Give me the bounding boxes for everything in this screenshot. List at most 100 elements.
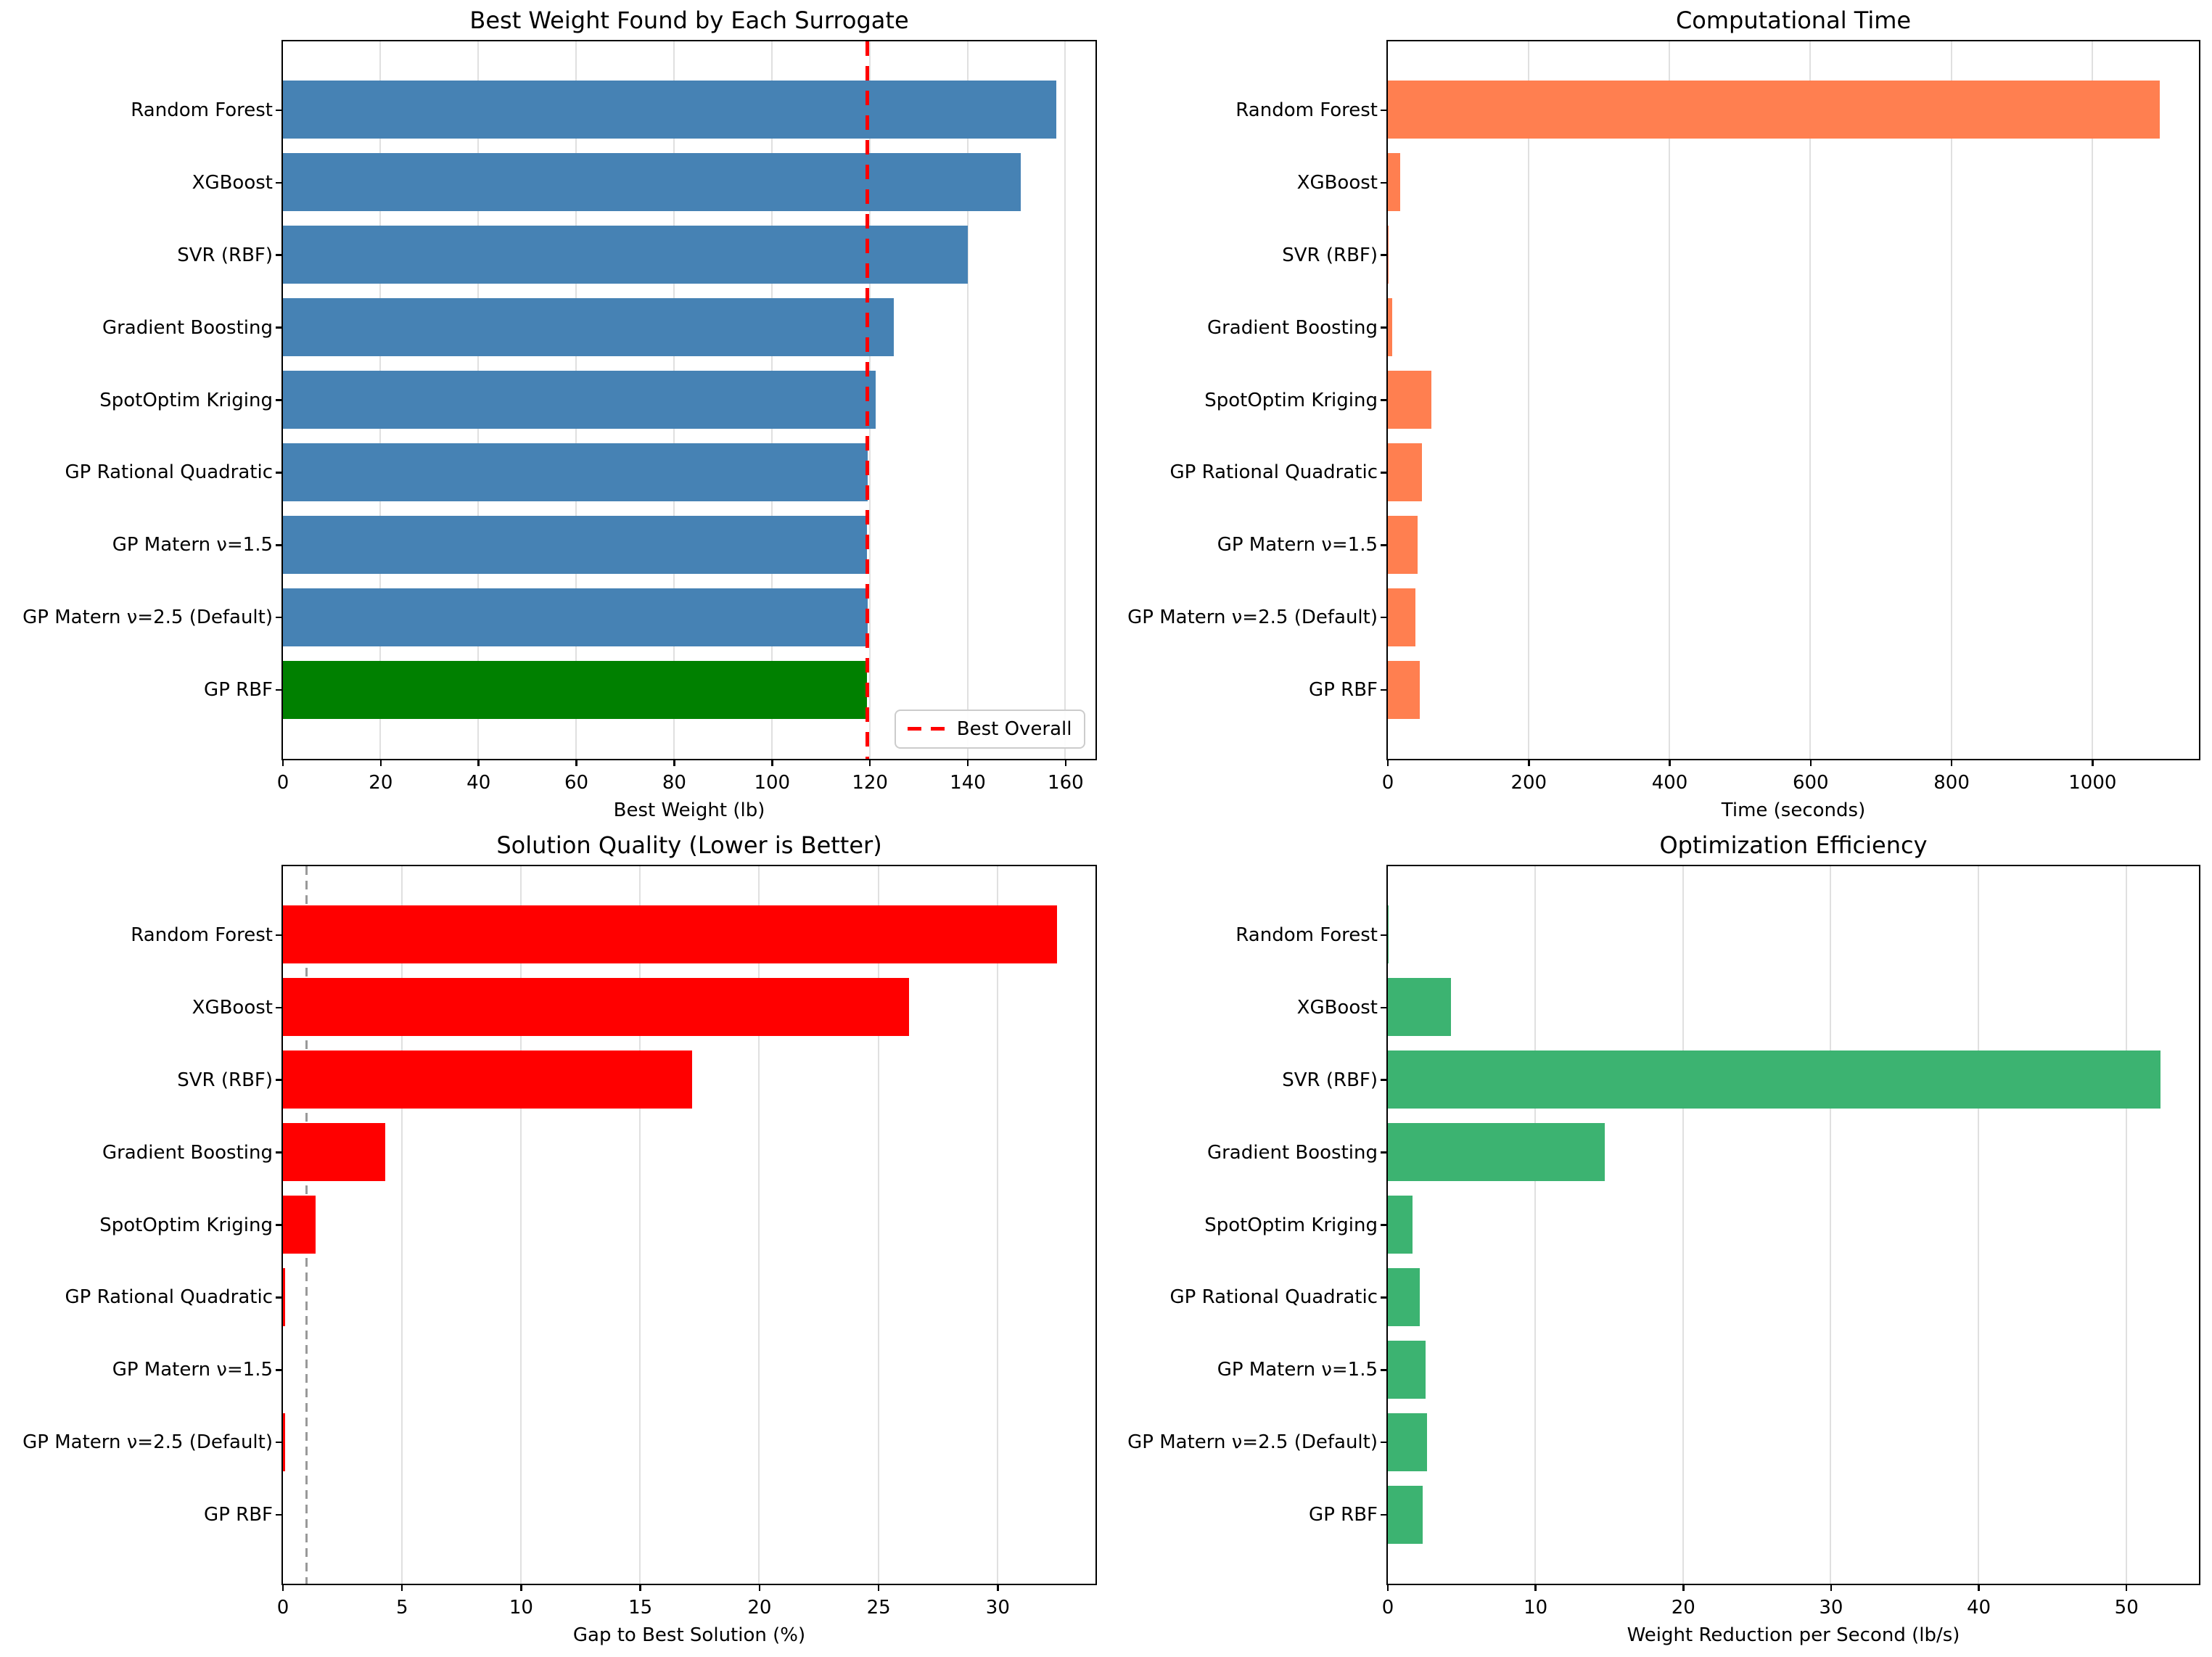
y-tick-label: GP Matern ν=2.5 (Default) (1127, 1431, 1378, 1454)
bar-gp-matern-1-5 (282, 515, 868, 574)
y-tick-label: SpotOptim Kriging (1204, 1214, 1378, 1236)
x-tick-label: 20 (747, 1597, 772, 1619)
x-tick-mark (1386, 1584, 1389, 1591)
y-tick-label: GP Matern ν=2.5 (Default) (1127, 607, 1378, 629)
chart-title: Computational Time (1675, 7, 1912, 34)
x-tick-label: 100 (754, 772, 791, 794)
y-tick-mark (276, 181, 283, 184)
y-tick-label: GP Rational Quadratic (1169, 1286, 1378, 1309)
y-tick-mark (276, 1513, 283, 1516)
y-tick-mark (276, 1079, 283, 1081)
x-tick-label: 30 (985, 1597, 1010, 1619)
gridline (2091, 41, 2093, 759)
y-tick-mark (1381, 688, 1388, 691)
y-tick-label: Gradient Boosting (1206, 1141, 1378, 1164)
bar-gp-matern-1-5 (1387, 515, 1418, 574)
bar-random-forest (1387, 81, 2160, 139)
y-tick-label: Random Forest (1235, 924, 1378, 946)
x-tick-label: 120 (852, 772, 888, 794)
y-tick-label: GP RBF (1309, 679, 1378, 702)
y-tick-label: SpotOptim Kriging (99, 1214, 273, 1236)
gridline (996, 865, 998, 1584)
x-tick-mark (1978, 1584, 1980, 1591)
y-tick-label: Gradient Boosting (1206, 316, 1378, 339)
plot-area (1386, 39, 2200, 760)
bar-gp-rbf (1387, 1485, 1423, 1544)
x-tick-mark (1064, 759, 1067, 766)
x-tick-label: 20 (1671, 1597, 1695, 1619)
x-tick-mark (1950, 759, 1953, 766)
y-tick-label: XGBoost (1296, 996, 1378, 1019)
legend-label: Best Overall (956, 718, 1072, 740)
x-tick-mark (758, 1584, 761, 1591)
y-tick-mark (1381, 1006, 1388, 1009)
x-tick-label: 15 (628, 1597, 653, 1619)
y-tick-label: XGBoost (1296, 171, 1378, 194)
y-tick-mark (276, 109, 283, 112)
bar-gp-matern-1-5 (1387, 1340, 1426, 1399)
bar-gp-rational-quadratic (282, 1267, 285, 1326)
x-tick-label: 10 (1524, 1597, 1548, 1619)
bar-gradient-boosting (1387, 1123, 1605, 1182)
y-tick-label: SpotOptim Kriging (99, 389, 273, 411)
x-axis-label: Gap to Best Solution (%) (572, 1624, 806, 1646)
x-tick-mark (477, 759, 480, 766)
y-tick-label: Random Forest (131, 924, 273, 946)
bar-random-forest (282, 905, 1057, 964)
x-tick-label: 10 (509, 1597, 533, 1619)
x-tick-label: 200 (1510, 772, 1547, 794)
y-tick-label: Gradient Boosting (102, 1141, 273, 1164)
x-tick-label: 0 (1381, 772, 1394, 794)
y-tick-mark (1381, 254, 1388, 256)
x-tick-label: 50 (2114, 1597, 2139, 1619)
y-tick-mark (1381, 1296, 1388, 1299)
x-tick-mark (673, 759, 675, 766)
y-tick-mark (1381, 1513, 1388, 1516)
x-tick-label: 30 (1819, 1597, 1843, 1619)
x-tick-label: 600 (1792, 772, 1829, 794)
y-tick-mark (1381, 616, 1388, 619)
bar-gradient-boosting (282, 1123, 385, 1182)
y-tick-label: GP RBF (204, 1504, 273, 1526)
bar-gp-rational-quadratic (1387, 1267, 1420, 1326)
gridline (758, 865, 760, 1584)
bar-gp-matern-2-5-default- (1387, 1413, 1428, 1471)
y-tick-label: GP Matern ν=2.5 (Default) (22, 607, 273, 629)
bar-spotoptim-kriging (1387, 371, 1431, 429)
x-tick-label: 80 (662, 772, 686, 794)
x-tick-label: 0 (1381, 1597, 1394, 1619)
y-tick-mark (276, 254, 283, 256)
chart-title: Best Weight Found by Each Surrogate (469, 7, 909, 34)
y-tick-mark (1381, 1441, 1388, 1444)
bar-gp-matern-2-5-default- (282, 588, 868, 646)
gridline (2125, 865, 2127, 1584)
y-tick-label: GP Rational Quadratic (1169, 461, 1378, 484)
x-tick-label: 40 (1967, 1597, 1991, 1619)
y-tick-label: SVR (RBF) (1282, 244, 1378, 266)
y-tick-label: GP Matern ν=1.5 (1217, 534, 1378, 556)
y-tick-mark (1381, 934, 1388, 937)
x-tick-mark (877, 1584, 880, 1591)
x-tick-label: 0 (276, 1597, 289, 1619)
plot-area (1386, 864, 2200, 1585)
x-tick-mark (2125, 1584, 2128, 1591)
bar-xgboost (1387, 978, 1452, 1037)
chart-title: Optimization Efficiency (1659, 831, 1928, 859)
gridline (1064, 41, 1066, 759)
y-tick-label: SVR (RBF) (177, 1069, 273, 1091)
y-tick-mark (1381, 544, 1388, 546)
y-tick-mark (276, 616, 283, 619)
gridline (877, 865, 879, 1584)
x-tick-mark (1669, 759, 1671, 766)
x-tick-mark (1682, 1584, 1685, 1591)
x-tick-mark (2092, 759, 2094, 766)
x-tick-mark (281, 759, 284, 766)
y-tick-mark (1381, 472, 1388, 474)
bar-svr-rbf- (282, 226, 968, 284)
y-tick-mark (276, 1369, 283, 1371)
x-tick-label: 800 (1933, 772, 1970, 794)
y-tick-mark (1381, 326, 1388, 329)
